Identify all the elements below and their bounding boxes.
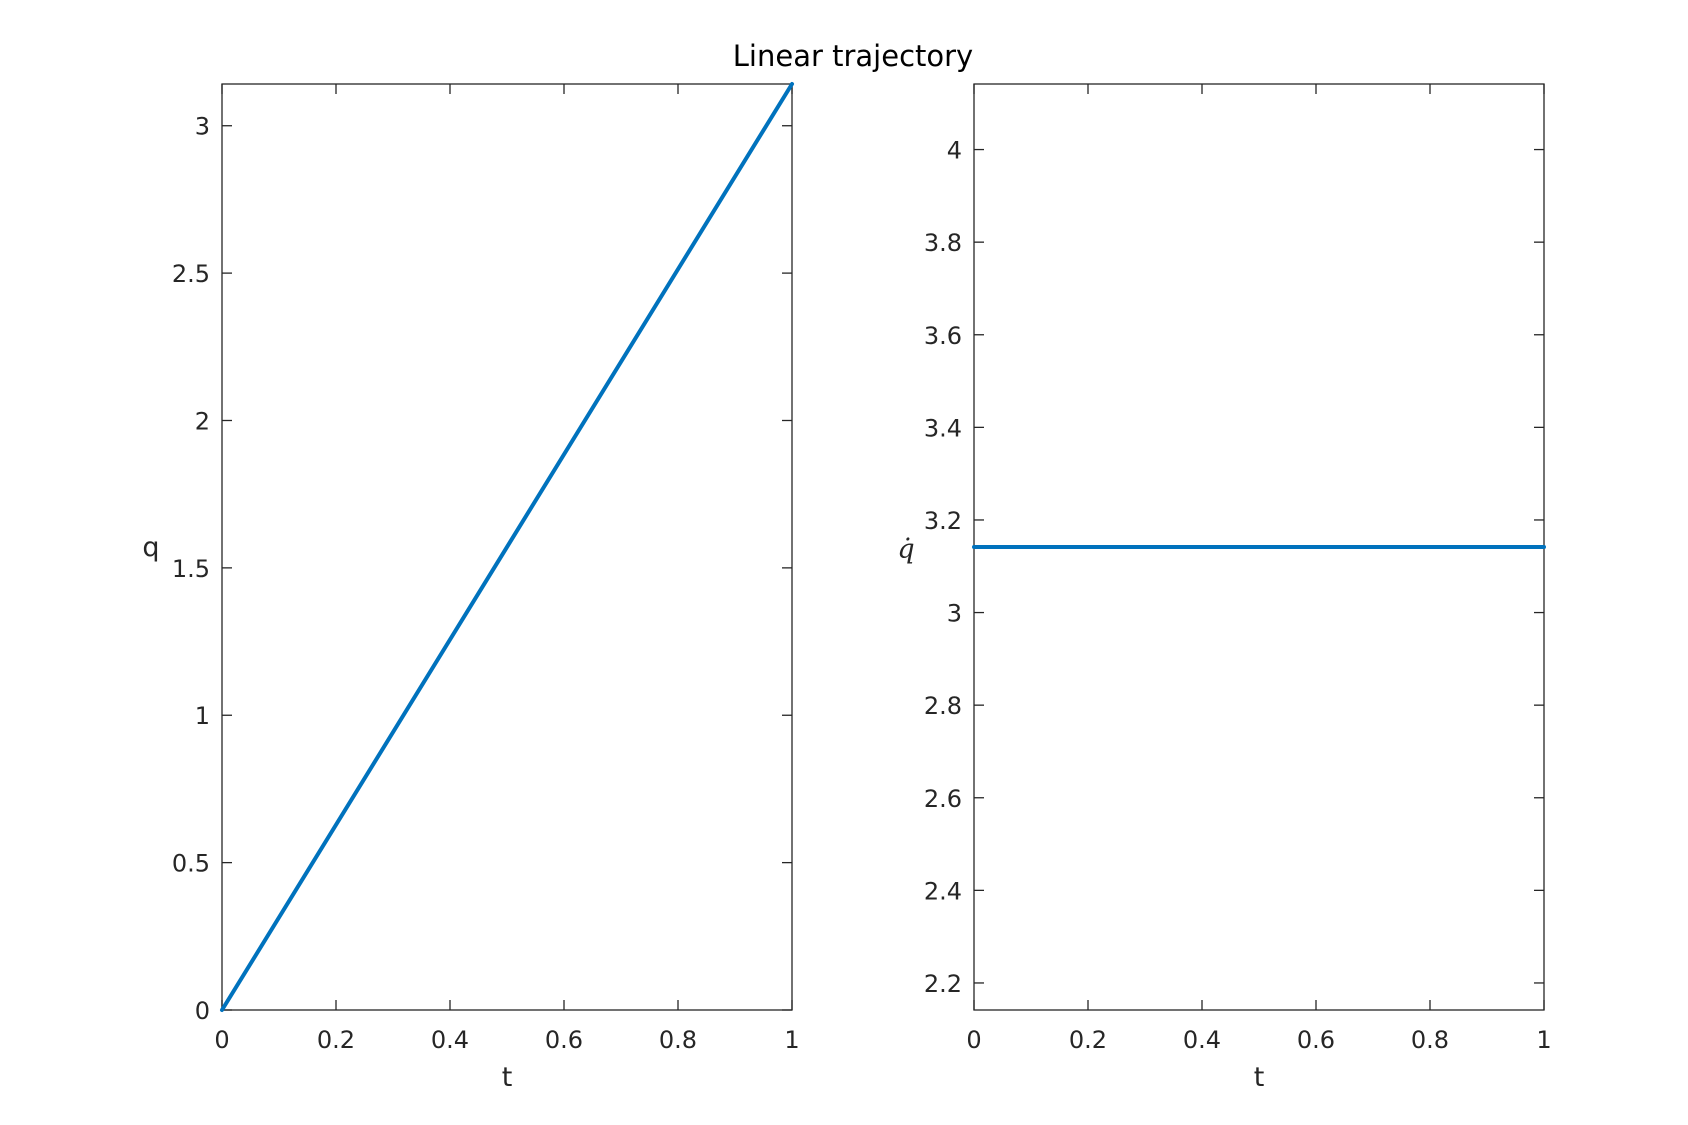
- y-tick-label: 2.8: [924, 692, 962, 720]
- velocity-plot-xlabel: t: [1254, 1062, 1265, 1093]
- y-tick-label: 2.4: [924, 877, 962, 905]
- x-tick-label: 0.4: [431, 1026, 469, 1054]
- position-plot-ylabel: q: [142, 532, 159, 563]
- velocity-plot: 0 0.2 0.4 0.6 0.8 1 2.2 2.4 2.6 2.8 3 3.2 3.4 3.6 3.8 4…: [897, 83, 1552, 1093]
- x-tick-label: 0.2: [317, 1026, 355, 1054]
- position-plot: 0 0.2 0.4 0.6 0.8 1 0 0.5 1 1.5 2 2.5 3 t q: [142, 82, 800, 1093]
- velocity-plot-ylabel: q̇: [897, 534, 914, 565]
- y-tick-label: 1.5: [172, 555, 210, 583]
- y-tick-label: 3.4: [924, 414, 962, 442]
- x-tick-label: 0.8: [1411, 1026, 1449, 1054]
- position-plot-xlabel: t: [502, 1062, 513, 1093]
- y-tick-label: 0: [195, 997, 210, 1025]
- x-tick-label: 1: [784, 1026, 799, 1054]
- x-tick-label: 0: [214, 1026, 229, 1054]
- y-tick-label: 3.6: [924, 322, 962, 350]
- x-tick-label: 0.4: [1183, 1026, 1221, 1054]
- x-tick-label: 0.2: [1069, 1026, 1107, 1054]
- x-tick-label: 0.8: [659, 1026, 697, 1054]
- y-tick-label: 0.5: [172, 850, 210, 878]
- x-tick-label: 0: [966, 1026, 981, 1054]
- y-tick-label: 3.8: [924, 229, 962, 257]
- x-tick-label: 1: [1536, 1026, 1551, 1054]
- series-line: [220, 82, 794, 1012]
- y-tick-label: 3.2: [924, 507, 962, 535]
- y-tick-label: 2.2: [924, 970, 962, 998]
- y-tick-label: 2.6: [924, 785, 962, 813]
- y-tick-label: 3: [195, 113, 210, 141]
- x-tick-label: 0.6: [1297, 1026, 1335, 1054]
- y-tick-label: 1: [195, 702, 210, 730]
- figure-title: Linear trajectory: [733, 39, 973, 73]
- y-tick-label: 2.5: [172, 260, 210, 288]
- y-tick-label: 4: [947, 137, 962, 165]
- x-tick-label: 0.6: [545, 1026, 583, 1054]
- y-tick-label: 2: [195, 407, 210, 435]
- y-tick-label: 3: [947, 600, 962, 628]
